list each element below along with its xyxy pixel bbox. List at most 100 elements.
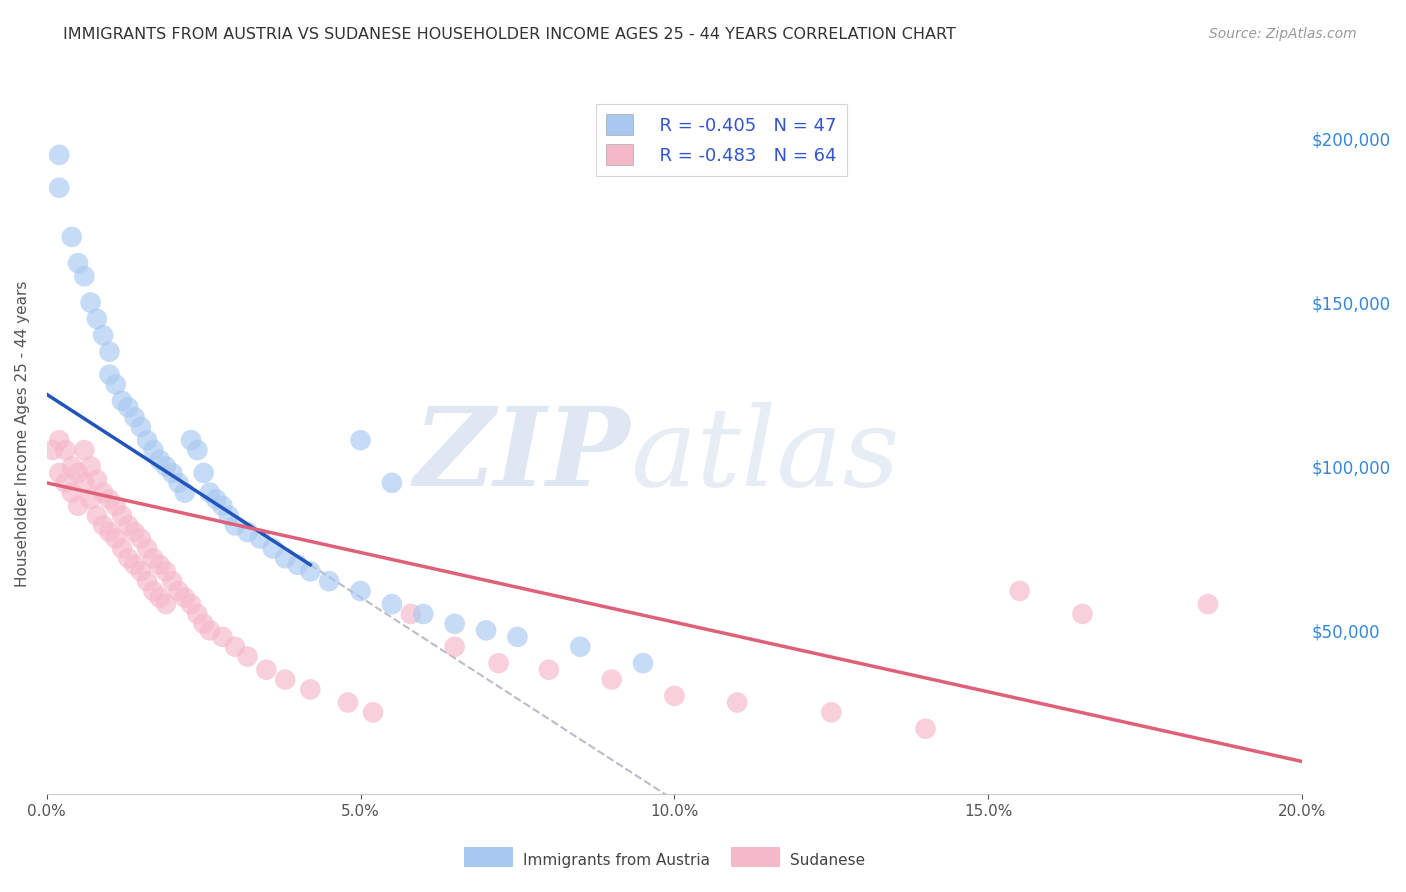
Point (124, 524, 146, 539)
Point (180, 433, 202, 447)
Point (914, 722, 936, 736)
Point (193, 616, 215, 631)
Point (186, 607, 208, 621)
Text: IMMIGRANTS FROM AUSTRIA VS SUDANESE HOUSEHOLDER INCOME AGES 25 - 44 YEARS CORREL: IMMIGRANTS FROM AUSTRIA VS SUDANESE HOUS… (63, 27, 956, 42)
Point (249, 532, 271, 546)
Point (86, 508, 108, 523)
Point (475, 624, 498, 638)
Point (198, 485, 221, 500)
Point (142, 551, 165, 566)
Point (167, 475, 190, 490)
Point (98, 344, 121, 359)
Point (98, 524, 121, 539)
Point (569, 640, 592, 654)
Point (443, 616, 465, 631)
Point (98, 492, 121, 507)
Point (48, 180, 70, 194)
Point (349, 584, 371, 599)
Point (412, 607, 434, 621)
Point (91, 485, 114, 500)
Point (725, 696, 748, 710)
Point (274, 551, 297, 566)
Point (381, 597, 404, 611)
Point (117, 551, 139, 566)
Point (79, 492, 101, 507)
Text: atlas: atlas (630, 401, 900, 509)
Point (537, 663, 560, 677)
Point (129, 420, 152, 434)
Point (79, 459, 101, 474)
Point (160, 574, 183, 589)
Point (136, 574, 159, 589)
Point (318, 574, 340, 589)
Point (1071, 607, 1094, 621)
Point (104, 377, 127, 392)
Point (55, 475, 77, 490)
Point (399, 607, 422, 621)
Point (149, 558, 172, 572)
Point (224, 640, 246, 654)
Point (381, 475, 404, 490)
Y-axis label: Householder Income Ages 25 - 44 years: Householder Income Ages 25 - 44 years (15, 280, 30, 587)
Point (236, 649, 259, 664)
Point (48, 433, 70, 447)
Point (361, 706, 384, 720)
Point (173, 485, 195, 500)
Point (1008, 584, 1031, 599)
Point (193, 466, 215, 480)
Point (124, 410, 146, 425)
Point (488, 656, 510, 670)
Point (224, 518, 246, 533)
Point (155, 459, 177, 474)
Point (274, 673, 297, 687)
Point (336, 696, 359, 710)
Point (67, 256, 90, 270)
Point (91, 328, 114, 343)
Text: Sudanese: Sudanese (790, 854, 865, 868)
Point (117, 401, 139, 415)
Point (443, 640, 465, 654)
Point (299, 682, 322, 697)
Point (349, 433, 371, 447)
Point (173, 591, 195, 605)
Point (160, 466, 183, 480)
Point (149, 453, 172, 467)
Point (73, 443, 96, 458)
Point (155, 597, 177, 611)
Point (104, 499, 127, 513)
Point (180, 597, 202, 611)
Point (111, 393, 134, 408)
Point (167, 584, 190, 599)
Point (117, 518, 139, 533)
Point (506, 630, 529, 644)
Point (79, 295, 101, 310)
Point (111, 541, 134, 556)
Text: ZIP: ZIP (413, 401, 630, 509)
Point (287, 558, 309, 572)
Point (198, 624, 221, 638)
Point (98, 368, 121, 382)
Text: Source: ZipAtlas.com: Source: ZipAtlas.com (1209, 27, 1357, 41)
Point (600, 673, 623, 687)
Point (262, 541, 284, 556)
Point (211, 630, 233, 644)
Point (124, 558, 146, 572)
Legend:   R = -0.405   N = 47,   R = -0.483   N = 64: R = -0.405 N = 47, R = -0.483 N = 64 (596, 103, 848, 176)
Point (155, 565, 177, 579)
Point (149, 591, 172, 605)
Point (299, 565, 322, 579)
Point (104, 532, 127, 546)
Point (67, 499, 90, 513)
Point (67, 466, 90, 480)
Point (205, 492, 228, 507)
Point (48, 148, 70, 162)
Point (1197, 597, 1219, 611)
Point (111, 508, 134, 523)
Point (60, 485, 83, 500)
Point (254, 663, 277, 677)
Point (55, 443, 77, 458)
Point (820, 706, 842, 720)
Point (186, 443, 208, 458)
Point (60, 230, 83, 244)
Point (73, 475, 96, 490)
